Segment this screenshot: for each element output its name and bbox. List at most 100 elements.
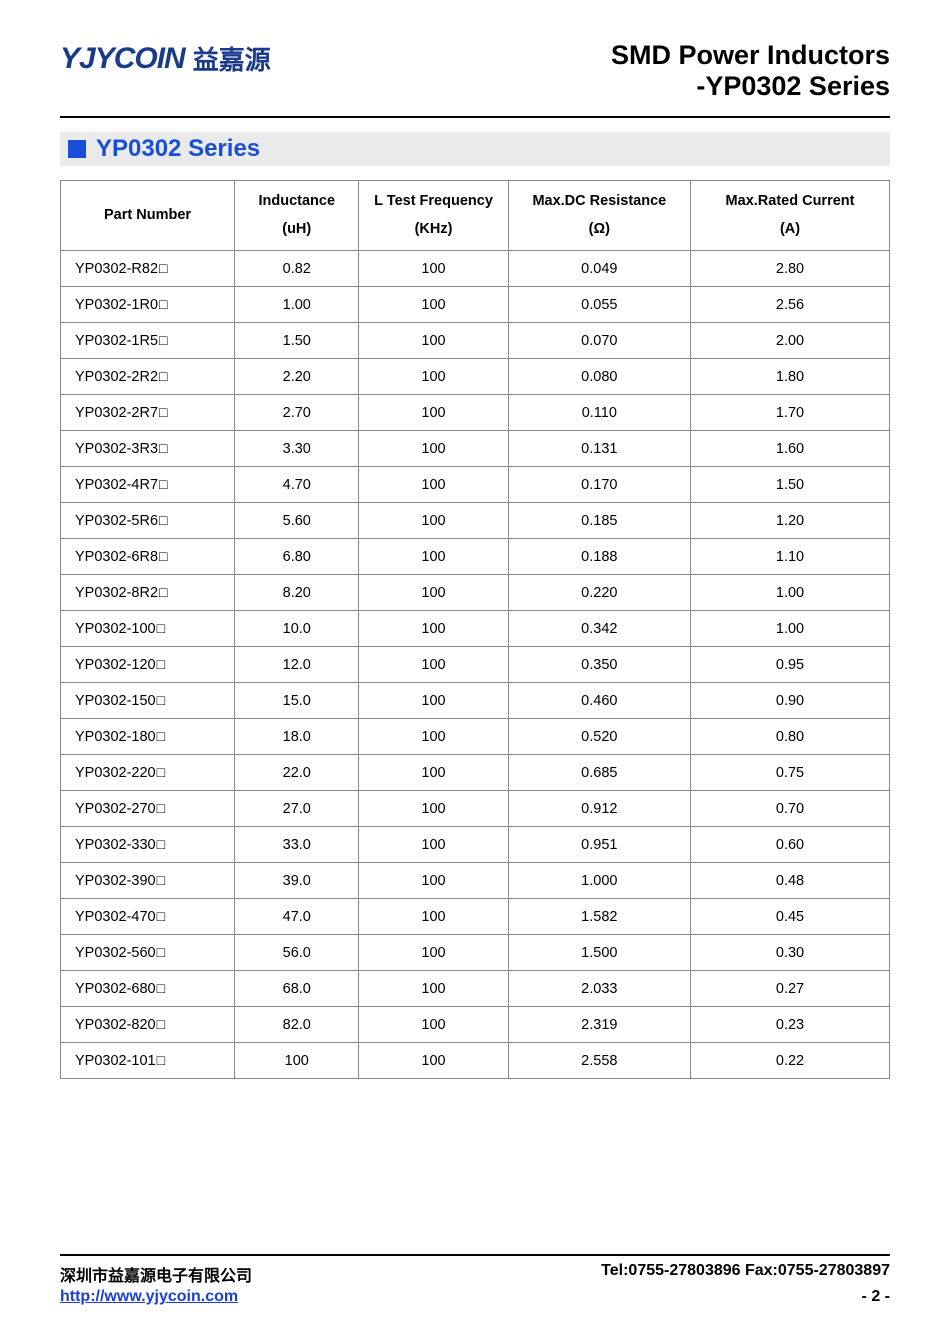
- cell-dcr: 0.070: [508, 323, 690, 359]
- th-dcr: Max.DC Resistance (Ω): [508, 181, 690, 251]
- cell-current: 2.00: [691, 323, 890, 359]
- cell-dcr: 0.055: [508, 287, 690, 323]
- table-row: YP0302-3R3□3.301000.1311.60: [61, 431, 890, 467]
- cell-part-number: YP0302-1R5□: [61, 323, 235, 359]
- cell-current: 2.80: [691, 251, 890, 287]
- cell-inductance: 33.0: [235, 827, 359, 863]
- cell-inductance: 2.20: [235, 359, 359, 395]
- part-number-text: YP0302-470: [75, 909, 156, 925]
- doc-title-line1: SMD Power Inductors: [611, 40, 890, 71]
- part-number-text: YP0302-560: [75, 945, 156, 961]
- th-dcr-unit: (Ω): [589, 221, 610, 237]
- cell-part-number: YP0302-5R6□: [61, 503, 235, 539]
- part-suffix-box: □: [157, 620, 165, 636]
- cell-current: 0.75: [691, 755, 890, 791]
- part-suffix-box: □: [157, 872, 165, 888]
- part-suffix-box: □: [157, 836, 165, 852]
- cell-frequency: 100: [359, 395, 508, 431]
- cell-dcr: 0.049: [508, 251, 690, 287]
- footer-row-1: 深圳市益嘉源电子有限公司 Tel:0755-27803896 Fax:0755-…: [60, 1262, 890, 1286]
- cell-current: 1.60: [691, 431, 890, 467]
- logo-en: YJYCOIN: [60, 42, 185, 76]
- part-suffix-box: □: [159, 512, 167, 528]
- cell-frequency: 100: [359, 755, 508, 791]
- part-number-text: YP0302-101: [75, 1053, 156, 1069]
- cell-frequency: 100: [359, 575, 508, 611]
- part-number-text: YP0302-2R2: [75, 369, 158, 385]
- table-row: YP0302-470□47.01001.5820.45: [61, 899, 890, 935]
- cell-frequency: 100: [359, 899, 508, 935]
- cell-dcr: 2.319: [508, 1007, 690, 1043]
- cell-part-number: YP0302-6R8□: [61, 539, 235, 575]
- cell-part-number: YP0302-470□: [61, 899, 235, 935]
- table-row: YP0302-8R2□8.201000.2201.00: [61, 575, 890, 611]
- cell-frequency: 100: [359, 1007, 508, 1043]
- th-current-label: Max.Rated Current: [726, 193, 855, 209]
- cell-frequency: 100: [359, 935, 508, 971]
- cell-part-number: YP0302-100□: [61, 611, 235, 647]
- table-row: YP0302-270□27.01000.9120.70: [61, 791, 890, 827]
- cell-inductance: 68.0: [235, 971, 359, 1007]
- th-current-unit: (A): [780, 221, 800, 237]
- cell-current: 1.70: [691, 395, 890, 431]
- footer-row-2: http://www.yjycoin.com - 2 -: [60, 1288, 890, 1306]
- cell-part-number: YP0302-2R2□: [61, 359, 235, 395]
- spec-table-head: Part Number Inductance (uH) L Test Frequ…: [61, 181, 890, 251]
- logo-cn: 益嘉源: [193, 40, 271, 77]
- cell-dcr: 0.951: [508, 827, 690, 863]
- part-suffix-box: □: [157, 1052, 165, 1068]
- cell-frequency: 100: [359, 503, 508, 539]
- part-suffix-box: □: [159, 584, 167, 600]
- logo-block: YJYCOIN 益嘉源: [60, 40, 271, 77]
- cell-frequency: 100: [359, 971, 508, 1007]
- cell-frequency: 100: [359, 719, 508, 755]
- cell-frequency: 100: [359, 863, 508, 899]
- cell-dcr: 1.000: [508, 863, 690, 899]
- table-row: YP0302-150□15.01000.4600.90: [61, 683, 890, 719]
- cell-part-number: YP0302-8R2□: [61, 575, 235, 611]
- table-row: YP0302-2R7□2.701000.1101.70: [61, 395, 890, 431]
- part-number-text: YP0302-1R5: [75, 333, 158, 349]
- table-row: YP0302-R82□0.821000.0492.80: [61, 251, 890, 287]
- table-row: YP0302-820□82.01002.3190.23: [61, 1007, 890, 1043]
- spec-table-body: YP0302-R82□0.821000.0492.80YP0302-1R0□1.…: [61, 251, 890, 1079]
- cell-part-number: YP0302-680□: [61, 971, 235, 1007]
- part-suffix-box: □: [157, 1016, 165, 1032]
- cell-part-number: YP0302-560□: [61, 935, 235, 971]
- part-suffix-box: □: [157, 656, 165, 672]
- cell-inductance: 2.70: [235, 395, 359, 431]
- table-row: YP0302-120□12.01000.3500.95: [61, 647, 890, 683]
- cell-part-number: YP0302-150□: [61, 683, 235, 719]
- cell-frequency: 100: [359, 611, 508, 647]
- part-suffix-box: □: [157, 764, 165, 780]
- cell-part-number: YP0302-101□: [61, 1043, 235, 1079]
- cell-inductance: 4.70: [235, 467, 359, 503]
- cell-dcr: 0.685: [508, 755, 690, 791]
- cell-dcr: 1.500: [508, 935, 690, 971]
- cell-part-number: YP0302-120□: [61, 647, 235, 683]
- table-row: YP0302-1R5□1.501000.0702.00: [61, 323, 890, 359]
- header-rule: [60, 116, 890, 118]
- part-number-text: YP0302-120: [75, 657, 156, 673]
- part-suffix-box: □: [159, 332, 167, 348]
- table-row: YP0302-680□68.01002.0330.27: [61, 971, 890, 1007]
- part-suffix-box: □: [157, 944, 165, 960]
- cell-frequency: 100: [359, 323, 508, 359]
- cell-dcr: 1.582: [508, 899, 690, 935]
- th-current: Max.Rated Current (A): [691, 181, 890, 251]
- cell-current: 0.22: [691, 1043, 890, 1079]
- doc-title-line2: -YP0302 Series: [611, 71, 890, 102]
- cell-current: 0.27: [691, 971, 890, 1007]
- cell-dcr: 0.170: [508, 467, 690, 503]
- part-number-text: YP0302-2R7: [75, 405, 158, 421]
- table-row: YP0302-560□56.01001.5000.30: [61, 935, 890, 971]
- part-suffix-box: □: [157, 908, 165, 924]
- th-inductance-label: Inductance: [258, 193, 335, 209]
- cell-frequency: 100: [359, 359, 508, 395]
- cell-current: 1.50: [691, 467, 890, 503]
- table-row: YP0302-1R0□1.001000.0552.56: [61, 287, 890, 323]
- footer-page-number: - 2 -: [862, 1288, 890, 1306]
- footer-url-link[interactable]: http://www.yjycoin.com: [60, 1288, 238, 1306]
- cell-inductance: 18.0: [235, 719, 359, 755]
- cell-part-number: YP0302-3R3□: [61, 431, 235, 467]
